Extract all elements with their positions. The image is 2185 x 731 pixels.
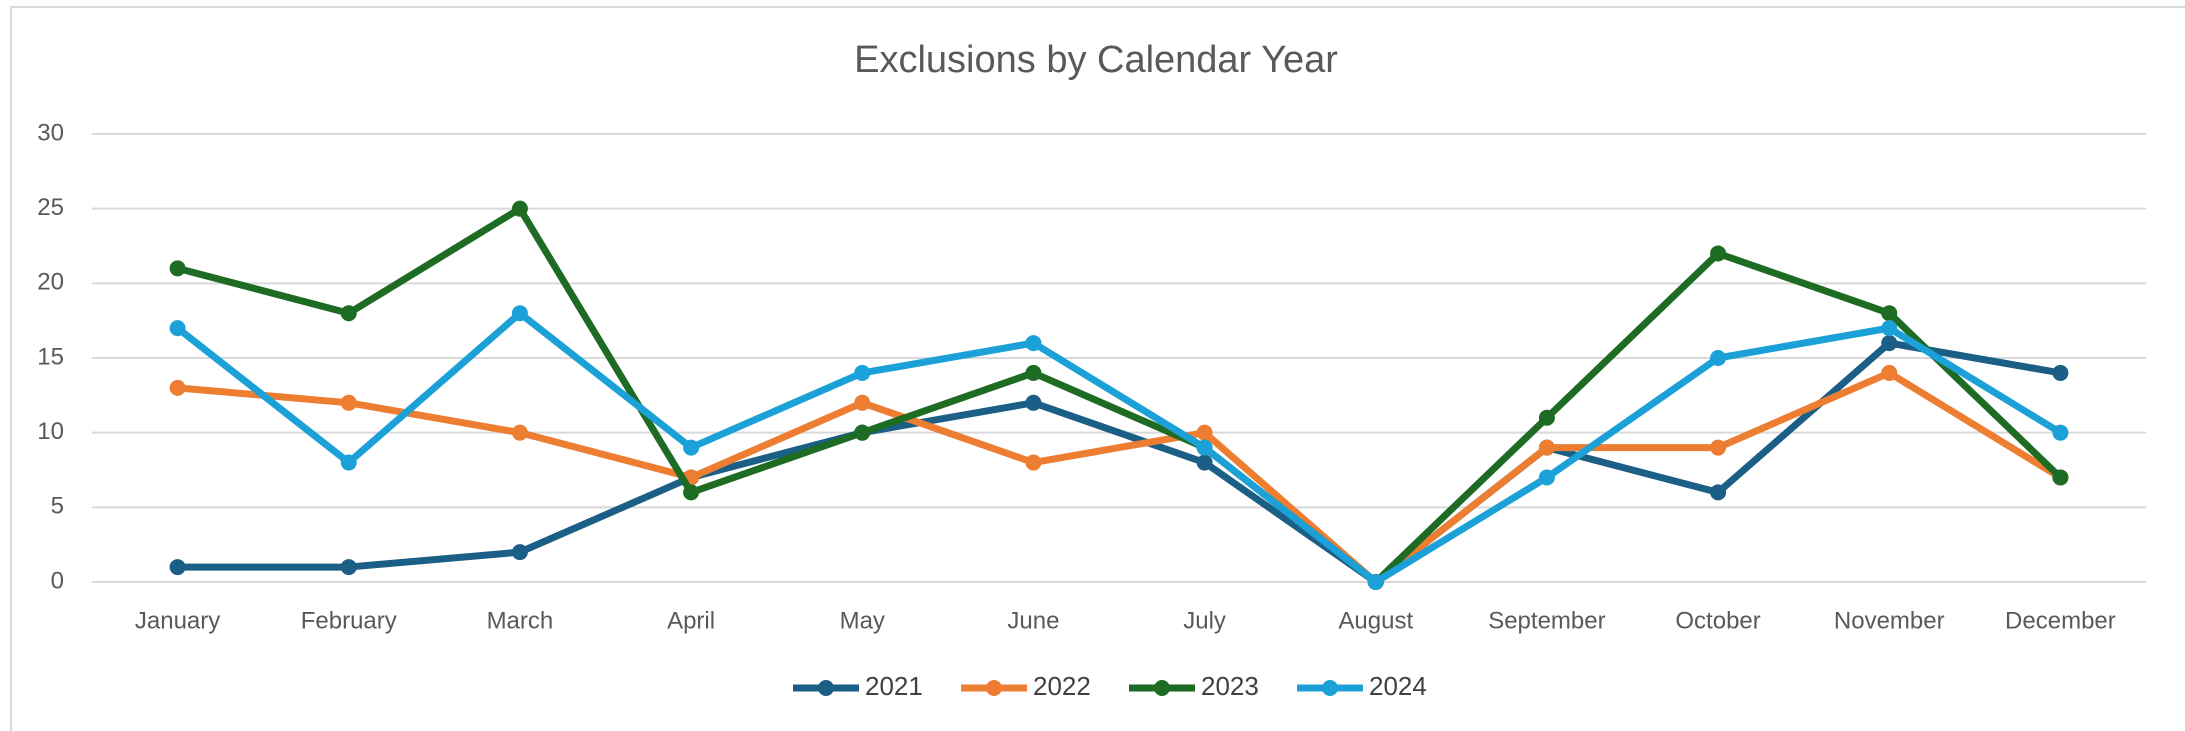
point <box>169 320 186 337</box>
point <box>1538 469 1555 486</box>
x-tick-label: July <box>1183 607 1226 634</box>
y-tick-label: 5 <box>51 493 64 520</box>
point <box>169 559 186 576</box>
point <box>2052 364 2069 381</box>
y-tick-label: 15 <box>37 343 64 370</box>
point <box>683 439 700 456</box>
point <box>1367 574 1384 590</box>
legend-label: 2021 <box>865 671 923 701</box>
x-tick-label: August <box>1338 607 1413 634</box>
point <box>1710 439 1727 456</box>
x-tick-label: April <box>667 607 715 634</box>
point <box>1881 305 1898 322</box>
legend-marker <box>986 680 1002 696</box>
point <box>683 484 700 501</box>
x-tick-label: October <box>1675 607 1760 634</box>
series-line <box>177 339 2062 586</box>
point <box>169 260 186 277</box>
x-tick-label: June <box>1007 607 1059 634</box>
point <box>1710 350 1727 366</box>
point <box>1538 409 1555 426</box>
point <box>340 394 357 411</box>
point <box>1025 454 1042 471</box>
series-line <box>177 369 2063 586</box>
point <box>340 305 357 322</box>
point <box>1025 335 1042 352</box>
point <box>1025 364 1042 381</box>
series-line <box>175 309 2063 586</box>
x-tick-label: May <box>840 607 885 634</box>
point <box>1881 335 1898 352</box>
legend-marker <box>1322 680 1338 696</box>
y-tick-label: 20 <box>37 269 64 296</box>
point <box>1710 245 1727 262</box>
y-tick-label: 0 <box>51 567 64 594</box>
legend-marker <box>1154 680 1170 696</box>
series-line <box>176 205 2063 586</box>
point <box>854 424 871 441</box>
point <box>1196 424 1213 441</box>
point <box>854 394 871 411</box>
legend-marker <box>818 680 834 696</box>
legend-label: 2023 <box>1201 671 1259 701</box>
point <box>1881 364 1898 381</box>
chart-frame <box>10 6 2185 731</box>
chart-title: Exclusions by Calendar Year <box>854 39 1338 81</box>
point <box>1538 439 1555 456</box>
point <box>511 424 528 441</box>
x-tick-label: September <box>1488 607 1605 634</box>
legend-label: 2024 <box>1369 671 1427 701</box>
point <box>340 559 357 576</box>
point <box>169 379 186 396</box>
x-tick-label: January <box>135 607 220 634</box>
point <box>1196 454 1213 471</box>
y-tick-label: 25 <box>37 194 64 221</box>
x-tick-label: March <box>487 607 554 634</box>
point <box>854 364 871 381</box>
point <box>1710 484 1727 501</box>
point <box>2052 424 2069 441</box>
y-tick-label: 30 <box>37 119 64 146</box>
point <box>340 454 357 471</box>
x-tick-label: February <box>301 607 397 634</box>
point <box>511 200 528 217</box>
point <box>1025 394 1042 411</box>
point <box>511 544 528 561</box>
point <box>1881 320 1898 337</box>
x-tick-label: November <box>1834 607 1945 634</box>
point <box>511 305 528 322</box>
point <box>2052 469 2069 486</box>
legend-label: 2022 <box>1033 671 1091 701</box>
x-tick-label: December <box>2005 607 2116 634</box>
y-tick-label: 10 <box>37 418 64 445</box>
point <box>1196 439 1213 456</box>
